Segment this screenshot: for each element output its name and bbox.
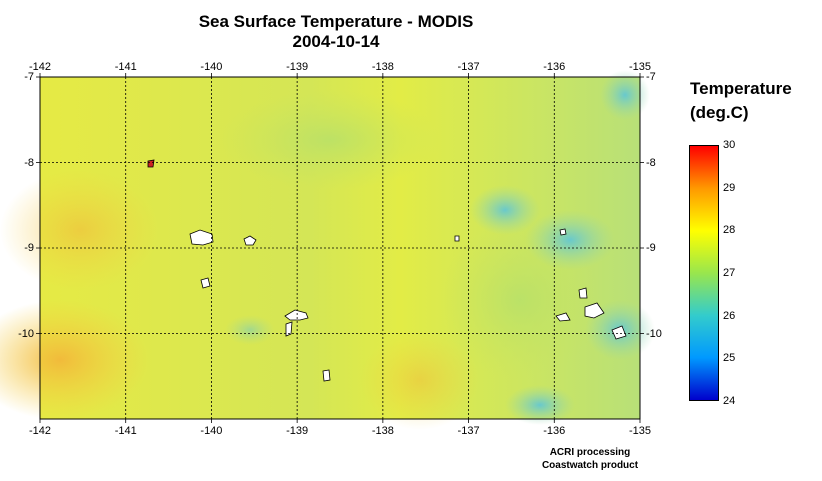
chart-title: Sea Surface Temperature - MODIS: [198, 12, 474, 31]
cloud-gap: [578, 287, 588, 299]
colorbar-tick-label: 24: [723, 395, 736, 407]
cloud-gap: [454, 235, 460, 242]
credit-product: Coastwatch product: [541, 460, 639, 471]
colorbar: [689, 145, 719, 401]
colorbar-tick-label: 28: [723, 224, 736, 237]
tahuata-island: [285, 321, 293, 337]
lon-tick-label-top: -140: [200, 61, 223, 73]
colorbar-unit: (deg.C): [690, 103, 749, 122]
lon-tick-label-top: -137: [457, 61, 480, 73]
chart-date: 2004-10-14: [292, 32, 380, 51]
colorbar-tick-label: 29: [723, 181, 736, 194]
lon-tick-label-top: -142: [28, 61, 52, 73]
land-masks: [147, 159, 627, 382]
cloud-gap: [559, 228, 567, 236]
lon-tick-label-top: -138: [371, 61, 394, 73]
colorbar-title: Temperature: [690, 79, 792, 98]
eiao-island: [200, 277, 211, 289]
ua-pou-island: [243, 235, 257, 246]
lon-tick-label-bottom: -138: [371, 425, 394, 437]
map-frame: [39, 76, 641, 420]
colorbar-tick-label: 30: [723, 139, 736, 151]
lon-tick-label-top: -135: [628, 61, 652, 73]
lon-tick-label-top: -141: [114, 61, 137, 73]
sst-field: [0, 70, 655, 430]
lon-tick-label-bottom: -137: [457, 425, 480, 437]
lat-tick-label-right: -7: [646, 71, 656, 83]
colorbar-tick-label: 25: [723, 352, 736, 365]
cloud-gap: [611, 325, 627, 340]
lon-tick-label-bottom: -142: [28, 425, 52, 437]
hiva-oa-island: [284, 309, 309, 321]
lat-tick-label-left: -8: [24, 156, 34, 169]
lat-tick-label-left: -9: [24, 242, 34, 254]
lat-tick-label-right: -9: [646, 242, 656, 254]
lat-tick-label-left: -10: [18, 327, 34, 340]
colorbar-tick-label: 26: [723, 309, 736, 322]
lon-tick-label-top: -136: [543, 61, 566, 73]
lon-tick-label-bottom: -136: [543, 425, 566, 437]
cloud-gap: [584, 302, 605, 319]
reef-island: [147, 159, 155, 168]
lon-tick-label-bottom: -140: [200, 425, 223, 437]
nuku-hiva-island: [189, 229, 214, 246]
fatu-hiva-island: [322, 369, 331, 382]
colorbar-tick-label: 27: [723, 267, 736, 279]
lon-tick-label-bottom: -141: [114, 425, 137, 437]
lon-tick-label-top: -139: [286, 61, 309, 73]
cloud-gap: [555, 312, 571, 322]
lat-tick-label-left: -7: [24, 71, 34, 83]
lon-tick-label-bottom: -139: [286, 425, 309, 437]
lon-tick-label-bottom: -135: [628, 425, 652, 437]
graticule: [36, 73, 644, 423]
lat-tick-label-right: -10: [646, 327, 662, 340]
lat-tick-label-right: -8: [646, 156, 656, 169]
credit-processing: ACRI processing: [549, 447, 631, 458]
